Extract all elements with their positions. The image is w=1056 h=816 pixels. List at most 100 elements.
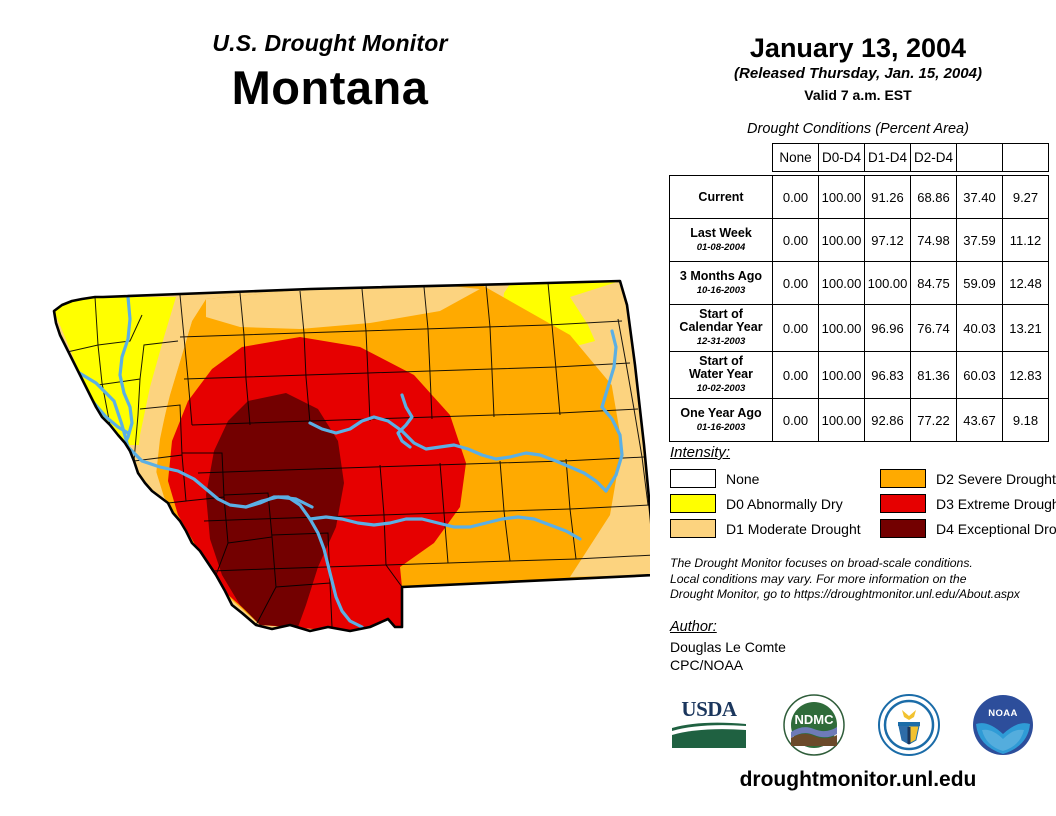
column-header-d3-d4: D3-D4 — [956, 143, 1003, 172]
zone-d1-west-tongue — [136, 297, 206, 525]
row-label-text: Last Week — [690, 225, 752, 240]
legend-swatch-d2 — [880, 469, 926, 488]
cell-d1-d4: 96.83 — [864, 351, 911, 399]
row-label-text: 3 Months Ago — [679, 268, 763, 283]
drought-map — [10, 275, 650, 635]
legend-label-d3: D3 Extreme Drought — [936, 495, 1056, 512]
cell-d0-d4: 100.00 — [818, 304, 865, 352]
table-row: Start of Water Year 10-02-2003 0.00 100.… — [669, 351, 1049, 399]
cell-d2-d4: 74.98 — [910, 218, 957, 262]
row-label-text: Start of — [699, 307, 743, 321]
usda-logo: USDA — [672, 697, 746, 748]
intensity-legend: None D0 Abnormally Dry D1 Moderate Droug… — [670, 466, 1056, 546]
legend-label-d4: D4 Exceptional Drought — [936, 520, 1056, 537]
legend-item-d2: D2 Severe Drought — [880, 466, 1056, 491]
cell-d0-d4: 100.00 — [818, 261, 865, 305]
cell-d4: 12.48 — [1002, 261, 1049, 305]
cell-d2-d4: 68.86 — [910, 175, 957, 219]
disclaimer-line-1: The Drought Monitor focuses on broad-sca… — [670, 556, 973, 570]
row-label-text: Current — [698, 189, 744, 204]
table-row: Start of Calendar Year 12-31-2003 0.00 1… — [669, 304, 1049, 352]
cell-d0-d4: 100.00 — [818, 351, 865, 399]
column-header-d0-d4: D0-D4 — [818, 143, 865, 172]
row-label-text: Start of — [699, 354, 743, 368]
table-header-row: None D0-D4 D1-D4 D2-D4 D3-D4 D4 — [670, 143, 1049, 172]
cell-d1-d4: 100.00 — [864, 261, 911, 305]
author-name: Douglas Le Comte — [670, 639, 786, 655]
state-outline — [52, 279, 650, 633]
cell-none: 0.00 — [772, 175, 819, 219]
row-label-date: 12-31-2003 — [696, 336, 746, 347]
legend-item-d0: D0 Abnormally Dry — [670, 491, 861, 516]
cell-d2-d4: 81.36 — [910, 351, 957, 399]
cell-d3-d4: 43.67 — [956, 398, 1003, 442]
logo-row: USDA NDMC NOAA — [660, 694, 1056, 756]
legend-label-d1: D1 Moderate Drought — [726, 520, 861, 537]
disclaimer-line-3: Drought Monitor, go to https://droughtmo… — [670, 587, 1020, 601]
montana-map-svg — [52, 279, 650, 633]
column-header-none: None — [772, 143, 819, 172]
cell-none: 0.00 — [772, 261, 819, 305]
commerce-seal-logo — [878, 694, 940, 756]
row-label-date: 01-16-2003 — [696, 421, 746, 433]
legend-swatch-none — [670, 469, 716, 488]
disclaimer: The Drought Monitor focuses on broad-sca… — [670, 556, 1050, 603]
cell-none: 0.00 — [772, 351, 819, 399]
row-label-date: 10-16-2003 — [696, 284, 746, 296]
program-title: U.S. Drought Monitor — [212, 30, 448, 56]
row-label-date: 01-08-2004 — [696, 241, 746, 253]
column-header-d1-d4: D1-D4 — [864, 143, 911, 172]
table-row: 3 Months Ago 10-16-2003 0.00 100.00 100.… — [669, 261, 1049, 305]
table-corner-cell — [670, 144, 773, 172]
legend-label-d2: D2 Severe Drought — [936, 470, 1056, 487]
zone-d1-north-band — [206, 285, 480, 329]
row-label-start-of-water-year: Start of Water Year 10-02-2003 — [669, 351, 773, 399]
disclaimer-line-2: Local conditions may vary. For more info… — [670, 571, 967, 586]
column-header-d4: D4 — [1002, 143, 1049, 172]
legend-item-none: None — [670, 466, 861, 491]
cell-d4: 9.18 — [1002, 398, 1049, 442]
svg-text:NOAA: NOAA — [988, 708, 1018, 719]
row-label-text2: Calendar Year — [679, 320, 763, 334]
cell-d2-d4: 84.75 — [910, 261, 957, 305]
cell-d4: 11.12 — [1002, 218, 1049, 262]
cell-d0-d4: 100.00 — [818, 398, 865, 442]
cell-d1-d4: 91.26 — [864, 175, 911, 219]
table-row: Current 0.00 100.00 91.26 68.86 37.40 9.… — [669, 175, 1049, 219]
row-label-text2: Water Year — [689, 367, 753, 381]
cell-d0-d4: 100.00 — [818, 175, 865, 219]
county-boundaries — [54, 282, 650, 628]
cell-d4: 12.83 — [1002, 351, 1049, 399]
release-note: (Released Thursday, Jan. 15, 2004) — [734, 65, 982, 82]
legend-label-none: None — [726, 470, 760, 487]
row-label-current: Current — [669, 175, 773, 219]
cell-none: 0.00 — [772, 304, 819, 352]
svg-text:NDMC: NDMC — [795, 712, 835, 727]
row-label-date: 10-02-2003 — [696, 383, 746, 394]
cell-d1-d4: 92.86 — [864, 398, 911, 442]
noaa-logo: NOAA — [973, 695, 1033, 755]
cell-none: 0.00 — [772, 398, 819, 442]
ndmc-logo: NDMC — [783, 694, 845, 756]
valid-time: Valid 7 a.m. EST — [804, 87, 912, 103]
legend-swatch-d3 — [880, 494, 926, 513]
legend-item-d3: D3 Extreme Drought — [880, 491, 1056, 516]
legend-swatch-d0 — [670, 494, 716, 513]
author-organization: CPC/NOAA — [670, 657, 744, 673]
map-date: January 13, 2004 — [749, 33, 967, 63]
cell-d2-d4: 76.74 — [910, 304, 957, 352]
legend-item-d1: D1 Moderate Drought — [670, 516, 861, 541]
row-label-3-months-ago: 3 Months Ago 10-16-2003 — [669, 261, 773, 305]
cell-d3-d4: 37.40 — [956, 175, 1003, 219]
cell-d3-d4: 40.03 — [956, 304, 1003, 352]
legend-item-d4: D4 Exceptional Drought — [880, 516, 1056, 541]
row-label-start-of-calendar-year: Start of Calendar Year 12-31-2003 — [669, 304, 773, 352]
website-url: droughtmonitor.unl.edu — [739, 768, 977, 791]
legend-swatch-d1 — [670, 519, 716, 538]
cell-d0-d4: 100.00 — [818, 218, 865, 262]
row-label-text: One Year Ago — [680, 405, 762, 420]
table-row: One Year Ago 01-16-2003 0.00 100.00 92.8… — [669, 398, 1049, 442]
legend-column-right: D2 Severe Drought D3 Extreme Drought D4 … — [880, 466, 1056, 541]
legend-column-left: None D0 Abnormally Dry D1 Moderate Droug… — [670, 466, 861, 541]
column-header-d2-d4: D2-D4 — [910, 143, 957, 172]
